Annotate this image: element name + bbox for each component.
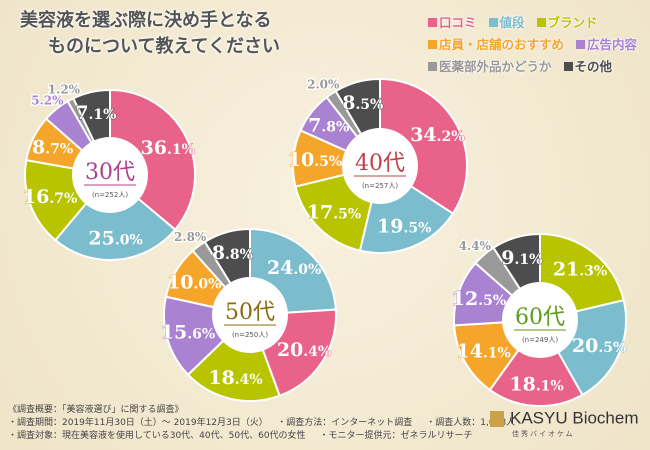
donut-center	[342, 128, 418, 204]
data-label: 8.5%	[342, 92, 383, 114]
donut-chart-40代: 34.2% 19.5% 17.5% 10.5% 7.8% 2.0%8.5% 40代 (n=25…	[287, 76, 468, 254]
data-label: 21.3%	[553, 258, 607, 280]
legend-item: 広告内容	[576, 34, 637, 56]
data-label: 18.4%	[208, 367, 262, 389]
logo-name: KASYU Biochem	[510, 408, 639, 428]
title-line-2: ものについて教えてください	[48, 36, 281, 57]
data-label: 12.5%	[452, 288, 506, 310]
legend-label: 店員・店舗のおすすめ	[439, 37, 565, 52]
survey-summary: 《調査概要：「美容液選び」に関する調査》 ・調査期間：2019年11月30日（土…	[8, 404, 529, 443]
data-label: 36.1%	[141, 137, 195, 159]
data-label: 4.4%	[459, 239, 492, 253]
chart-title: 50代	[225, 300, 275, 325]
data-label: 14.1%	[456, 340, 510, 362]
legend-label: 口コミ	[439, 15, 477, 30]
legend-label: 医薬部外品かどうか	[439, 59, 552, 74]
legend: 口コミ 値段 ブランド店員・店舗のおすすめ 広告内容医薬部外品かどうか その他	[428, 12, 650, 78]
donut-chart-60代: 21.3% 20.5% 18.1% 14.1% 12.5% 4.4% 9.1% 60代 (n=2…	[451, 232, 627, 407]
legend-swatch	[488, 18, 498, 27]
legend-label: 広告内容	[587, 37, 638, 52]
data-label: 2.8%	[174, 230, 207, 244]
donut-chart-30代: 36.1% 25.0% 16.7% 8.7% 5.2%1.2% 7.1% 30代 (n=252…	[22, 81, 196, 261]
data-label: 2.0%	[307, 77, 340, 91]
legend-swatch	[428, 18, 437, 27]
data-label: 9.1%	[501, 247, 542, 269]
sample-size: (n=257人)	[362, 182, 398, 190]
data-label: 7.1%	[75, 102, 116, 124]
legend-swatch	[563, 62, 573, 71]
survey-target: ・調査対象：現在美容液を使用している30代、40代、50代、60代の女性	[8, 431, 306, 441]
sample-size: (n=250人)	[232, 331, 268, 339]
data-label: 20.5%	[572, 335, 626, 357]
legend-item: その他	[563, 56, 613, 78]
donut-center	[502, 282, 578, 358]
data-label: 1.2%	[48, 82, 81, 96]
slice-口コミ	[109, 88, 196, 232]
legend-swatch	[536, 18, 546, 27]
data-label: 8.8%	[212, 242, 253, 264]
data-label: 18.1%	[509, 373, 563, 395]
legend-label: ブランド	[547, 15, 598, 30]
legend-item: 口コミ	[428, 12, 477, 34]
data-label: 20.4%	[277, 339, 331, 361]
data-label: 25.0%	[88, 228, 142, 250]
legend-label: 値段	[499, 15, 525, 30]
data-label: 7.8%	[308, 115, 349, 137]
donut-center	[212, 277, 288, 353]
legend-item: 値段	[488, 12, 525, 34]
data-label: 8.7%	[32, 136, 73, 158]
survey-count: ・調査人数：1,008人	[426, 418, 516, 428]
data-label: 19.5%	[377, 216, 431, 238]
data-label: 15.6%	[161, 322, 215, 344]
data-label: 10.5%	[288, 149, 342, 171]
sample-size: (n=252人)	[92, 191, 128, 199]
chart-title: 30代	[85, 160, 135, 185]
donut-chart-50代: 24.0% 20.4% 18.4% 15.6% 10.0% 2.8% 8.8% 50代 (n=2…	[160, 227, 337, 402]
legend-swatch	[428, 62, 437, 71]
survey-monitor: ・モニター提供元：ゼネラルリサーチ	[319, 431, 473, 441]
survey-heading: 《調査概要：「美容液選び」に関する調査》	[8, 405, 184, 415]
chart-title: 60代	[515, 305, 565, 330]
data-label: 24.0%	[267, 257, 321, 279]
data-label: 17.5%	[307, 201, 361, 223]
sample-size: (n=249人)	[522, 336, 558, 344]
data-label: 16.7%	[23, 186, 77, 208]
survey-method: ・調査方法：インターネット調査	[277, 418, 413, 428]
data-label: 10.0%	[167, 272, 221, 294]
legend-item: 医薬部外品かどうか	[428, 56, 552, 78]
title-line-1: 美容液を選ぶ際に決め手となる	[20, 10, 272, 31]
legend-label: その他	[574, 59, 613, 74]
legend-swatch	[428, 40, 437, 49]
data-label: 5.2%	[31, 93, 64, 107]
slice-値段	[53, 173, 177, 261]
data-label: 34.2%	[410, 124, 464, 146]
page-title: 美容液を選ぶ際に決め手となる ものについて教えてください	[20, 8, 280, 60]
legend-item: ブランド	[536, 12, 598, 34]
survey-period: ・調査期間：2019年11月30日（土）～ 2019年12月3日（火）	[8, 418, 264, 428]
legend-swatch	[576, 40, 586, 49]
slice-口コミ	[488, 318, 584, 407]
donut-center	[72, 137, 148, 213]
chart-title: 40代	[355, 151, 405, 176]
company-logo: KASYU Biochem 佳秀バイオケム	[490, 408, 639, 439]
logo-subtitle: 佳秀バイオケム	[512, 429, 575, 438]
logo-mark-icon	[490, 410, 504, 427]
legend-item: 店員・店舗のおすすめ	[428, 34, 564, 56]
